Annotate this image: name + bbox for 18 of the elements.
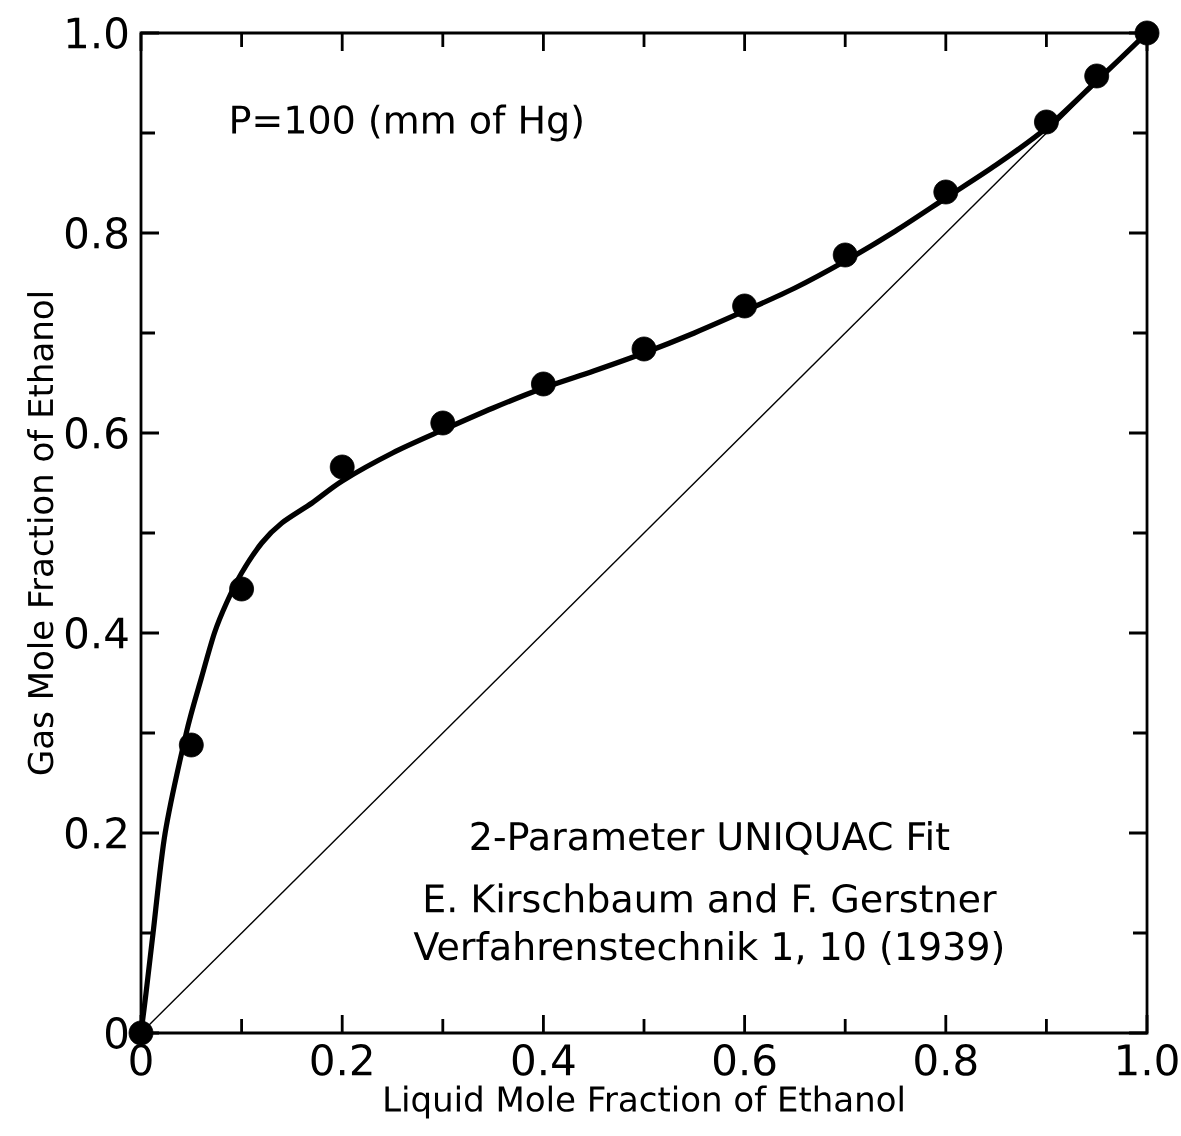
y-tick-label: 0.8 bbox=[65, 217, 128, 249]
annotation: Verfahrenstechnik 1, 10 (1939) bbox=[413, 931, 1003, 965]
annotation: E. Kirschbaum and F. Gerstner bbox=[425, 883, 997, 913]
annotation: P=100 (mm of Hg) bbox=[232, 104, 582, 142]
x-tick-label: 1.0 bbox=[1118, 1044, 1178, 1076]
x-tick-label: 0.6 bbox=[713, 1044, 776, 1076]
annotation: 2-Parameter UNIQUAC Fit bbox=[471, 821, 950, 855]
y-tick-label: 0.4 bbox=[65, 617, 128, 649]
y-axis-title: Gas Mole Fraction of Ethanol bbox=[27, 293, 54, 775]
x-tick-label: 0.8 bbox=[915, 1044, 977, 1076]
x-tick-label: 0.2 bbox=[311, 1044, 372, 1076]
y-tick-label: 0.2 bbox=[65, 817, 126, 849]
y-tick-label: 1.0 bbox=[67, 17, 128, 49]
x-axis-title: Liquid Mole Fraction of Ethanol bbox=[385, 1085, 903, 1119]
x-tick-label: 0.4 bbox=[512, 1044, 575, 1076]
y-tick-label: 0.6 bbox=[65, 417, 128, 449]
y-tick-label: 0 bbox=[105, 1017, 128, 1049]
x-tick-label: 0 bbox=[130, 1044, 152, 1076]
